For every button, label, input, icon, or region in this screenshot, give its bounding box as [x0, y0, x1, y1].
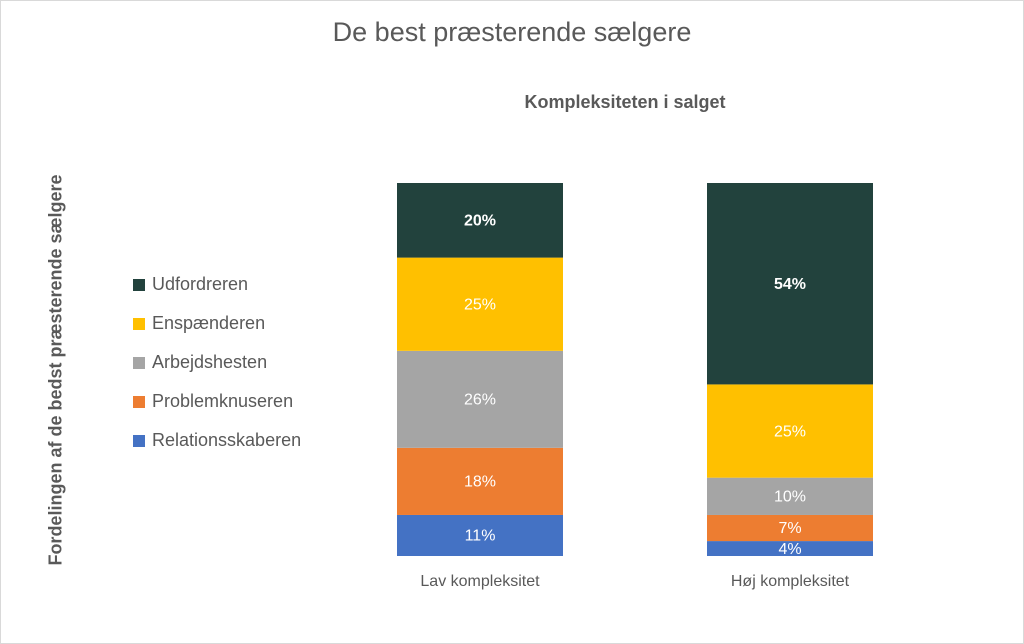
legend-label: Relationsskaberen: [152, 430, 302, 450]
chart-subtitle: Kompleksiteten i salget: [524, 92, 726, 112]
legend-item: Arbejdshesten: [133, 343, 301, 382]
bar-segment-relationsskaberen-0: [397, 514, 563, 556]
bar-segment-problemknuseren-0: [397, 447, 563, 515]
legend-label: Udfordreren: [152, 274, 249, 294]
data-label: 25%: [774, 423, 806, 440]
legend-item: Enspænderen: [133, 304, 301, 343]
bar-segment-udfordreren-0: [397, 183, 563, 258]
data-label: 25%: [464, 296, 496, 313]
data-label: 7%: [778, 520, 801, 537]
legend-swatch-icon: [133, 395, 145, 408]
legend-swatch-icon: [133, 317, 145, 330]
data-label: 11%: [465, 528, 496, 545]
bar-segment-arbejdshesten-1: [707, 477, 873, 515]
chart-title: De best præsterende sælgere: [332, 17, 692, 47]
data-label: 20%: [464, 213, 496, 230]
legend-item: Udfordreren: [133, 265, 301, 304]
legend: Udfordreren Enspænderen Arbejdshesten Probl…: [133, 265, 301, 460]
data-label: 4%: [778, 541, 801, 558]
data-label: 26%: [464, 392, 496, 409]
bar-segment-enspænderen-1: [707, 384, 873, 478]
legend-swatch-icon: [133, 434, 145, 447]
legend-swatch-icon: [133, 356, 145, 369]
legend-item: Problemknuseren: [133, 382, 301, 421]
bar-segment-enspænderen-0: [397, 257, 563, 351]
bar-segment-arbejdshesten-0: [397, 350, 563, 448]
bar-segment-problemknuseren-1: [707, 514, 873, 542]
data-label: 18%: [464, 474, 496, 491]
legend-label: Problemknuseren: [152, 391, 294, 411]
bar-segment-relationsskaberen-1: [707, 541, 873, 556]
data-label: 10%: [774, 489, 806, 506]
x-tick-label: Lav kompleksitet: [420, 573, 540, 590]
legend-swatch-icon: [133, 278, 145, 291]
legend-item: Relationsskaberen: [133, 421, 301, 460]
legend-label: Enspænderen: [152, 313, 266, 333]
bar-segment-udfordreren-1: [707, 183, 873, 385]
data-label: 54%: [774, 276, 806, 293]
legend-label: Arbejdshesten: [152, 352, 268, 372]
x-tick-label: Høj kompleksitet: [731, 573, 850, 590]
